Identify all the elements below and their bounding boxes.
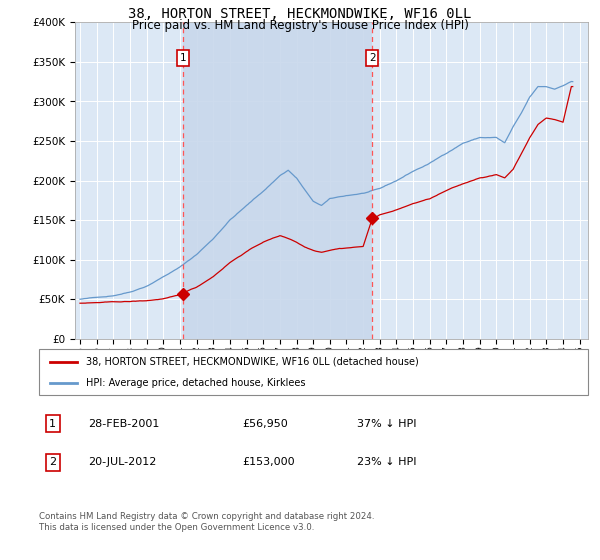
Text: 2: 2 xyxy=(49,458,56,468)
Text: 38, HORTON STREET, HECKMONDWIKE, WF16 0LL: 38, HORTON STREET, HECKMONDWIKE, WF16 0L… xyxy=(128,7,472,21)
FancyBboxPatch shape xyxy=(39,349,588,395)
Text: 28-FEB-2001: 28-FEB-2001 xyxy=(88,418,160,428)
Text: HPI: Average price, detached house, Kirklees: HPI: Average price, detached house, Kirk… xyxy=(86,379,305,388)
Text: £153,000: £153,000 xyxy=(242,458,295,468)
Text: 2: 2 xyxy=(369,53,376,63)
Text: 1: 1 xyxy=(49,418,56,428)
Text: 38, HORTON STREET, HECKMONDWIKE, WF16 0LL (detached house): 38, HORTON STREET, HECKMONDWIKE, WF16 0L… xyxy=(86,357,418,367)
Text: Contains HM Land Registry data © Crown copyright and database right 2024.
This d: Contains HM Land Registry data © Crown c… xyxy=(39,512,374,531)
Text: Price paid vs. HM Land Registry's House Price Index (HPI): Price paid vs. HM Land Registry's House … xyxy=(131,18,469,32)
Text: £56,950: £56,950 xyxy=(242,418,288,428)
Text: 23% ↓ HPI: 23% ↓ HPI xyxy=(358,458,417,468)
Text: 20-JUL-2012: 20-JUL-2012 xyxy=(88,458,157,468)
Text: 37% ↓ HPI: 37% ↓ HPI xyxy=(358,418,417,428)
Bar xyxy=(183,22,373,339)
Text: 1: 1 xyxy=(179,53,186,63)
